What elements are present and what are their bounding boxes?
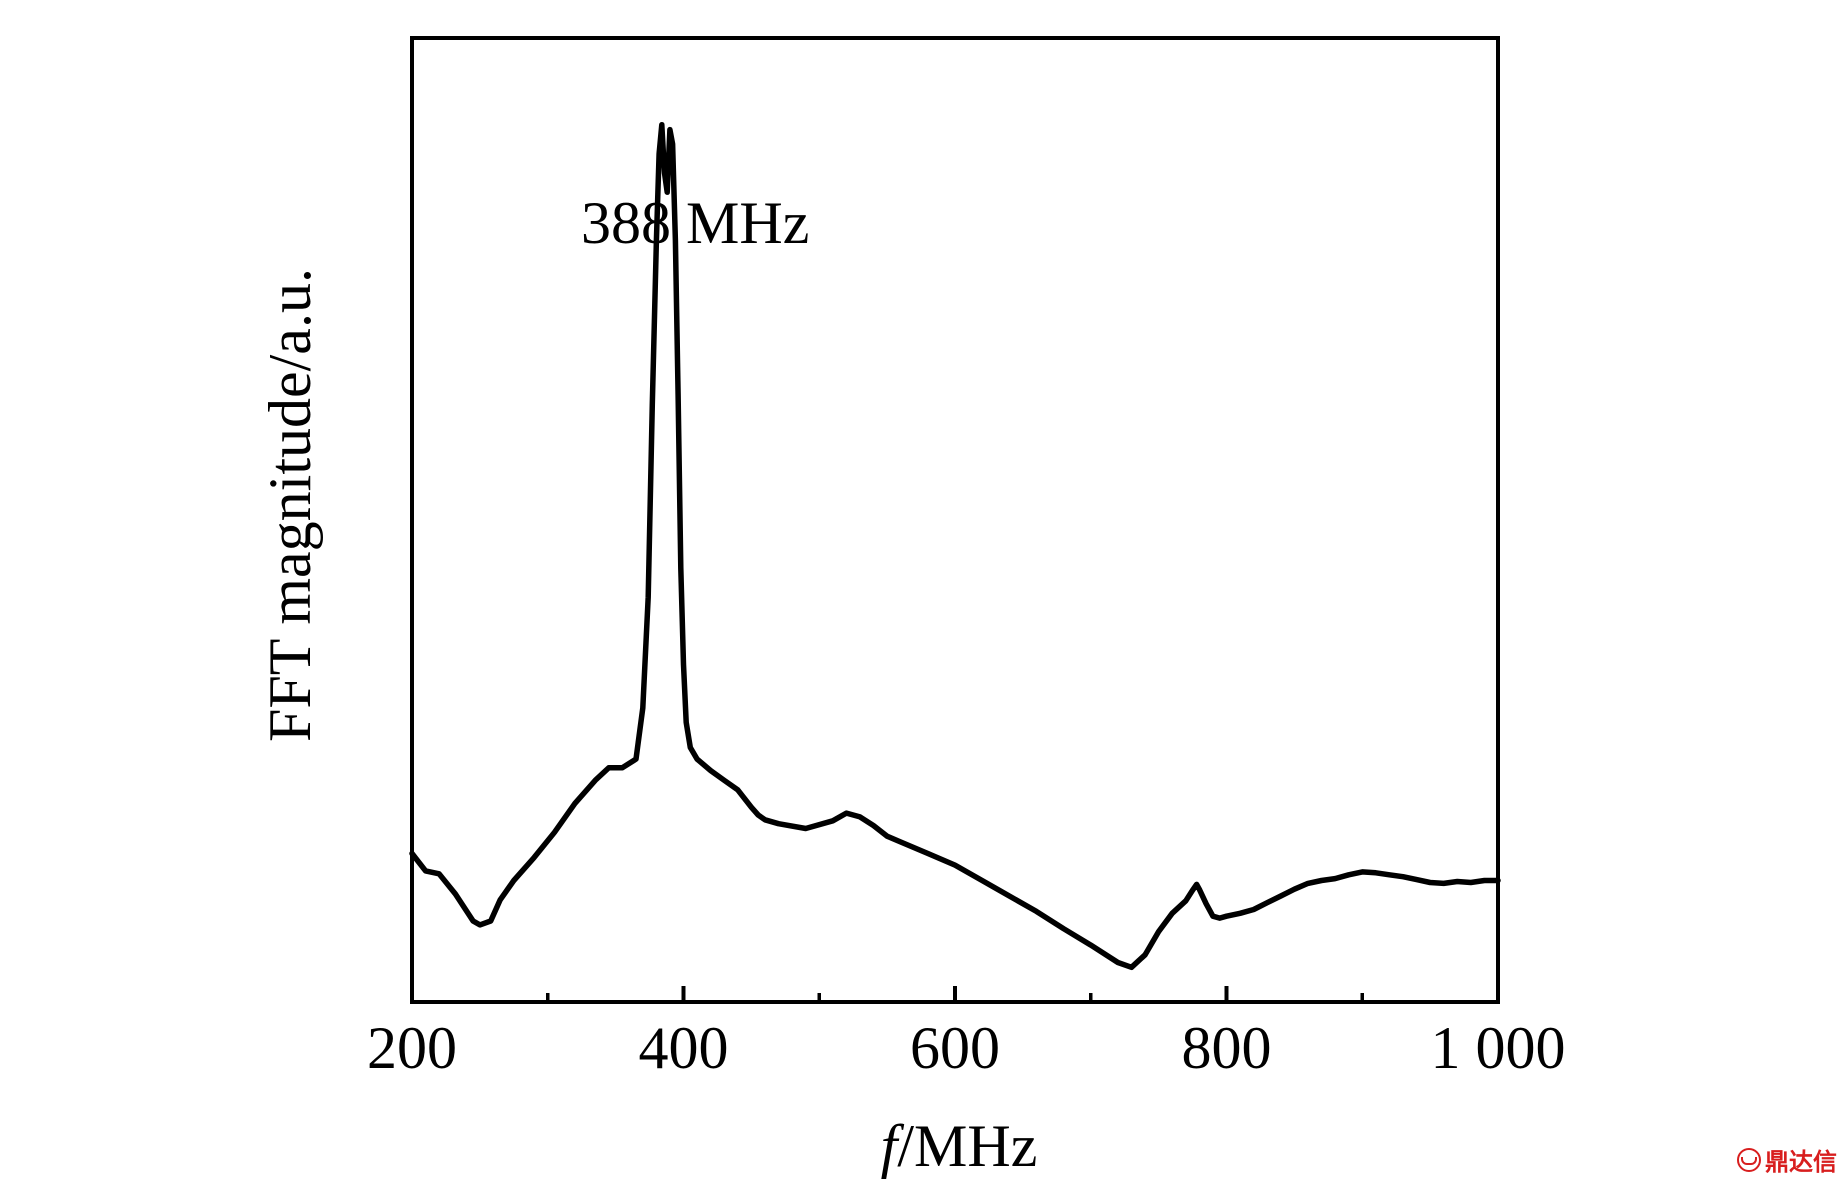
- y-axis-label: FFT magnitude/a.u.: [257, 268, 323, 742]
- x-tick-label: 400: [639, 1015, 729, 1081]
- watermark-text: 鼎达信: [1765, 1148, 1837, 1176]
- x-axis-label-unit: /MHz: [897, 1113, 1037, 1179]
- peak-annotation: 388 MHz: [581, 190, 809, 256]
- watermark: 鼎达信: [1737, 1142, 1837, 1177]
- x-tick-label: 800: [1182, 1015, 1272, 1081]
- x-axis-label: f/MHz: [881, 1113, 1038, 1179]
- x-tick-label: 1 000: [1431, 1015, 1566, 1081]
- watermark-logo-icon: [1737, 1147, 1761, 1172]
- x-tick-label: 200: [367, 1015, 457, 1081]
- x-axis-tick-labels: 200 400 600 800 1 000: [367, 1015, 1566, 1081]
- series-line: [409, 122, 1501, 971]
- plot-frame: [410, 36, 1500, 1004]
- x-tick-label: 600: [910, 1015, 1000, 1081]
- x-axis-ticks: [546, 986, 1364, 1002]
